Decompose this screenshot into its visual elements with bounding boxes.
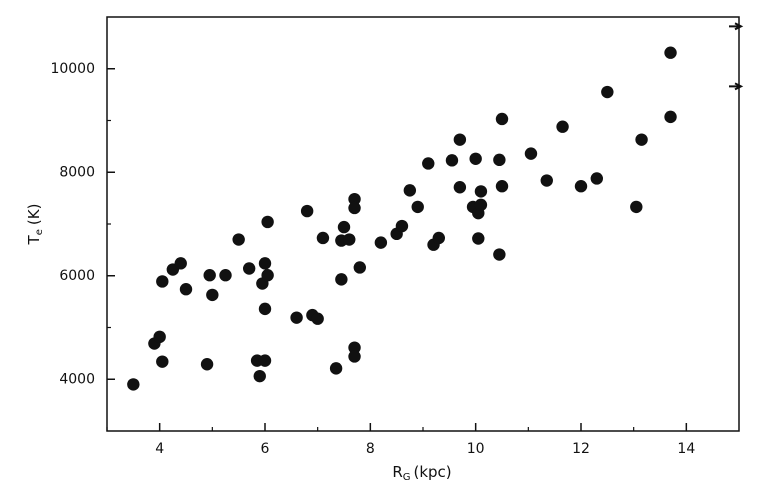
data-point [411, 200, 424, 214]
y-axis-label: Te (K) [25, 204, 46, 246]
data-point [156, 355, 169, 368]
data-point [590, 172, 603, 185]
data-point [335, 273, 348, 286]
y-label-sub: e [34, 229, 45, 235]
data-point [422, 157, 435, 170]
data-point [290, 311, 303, 324]
data-point [261, 269, 274, 282]
data-point [453, 181, 467, 194]
data-point [127, 378, 140, 391]
plot-frame [106, 16, 740, 432]
data-point [453, 133, 467, 146]
x-tick-label: 6 [261, 441, 270, 457]
data-point [635, 133, 648, 146]
data-point [206, 288, 219, 302]
data-point [524, 147, 538, 160]
data-point [664, 46, 677, 59]
x-axis-label: RG (kpc) [392, 463, 451, 484]
data-point [200, 358, 214, 371]
data-point [348, 192, 361, 206]
data-point [258, 354, 272, 367]
data-point [445, 154, 459, 167]
y-tick-label: 4000 [59, 371, 95, 387]
data-point [403, 184, 417, 197]
data-point [261, 215, 274, 229]
data-point [601, 85, 614, 99]
data-point [316, 231, 330, 245]
data-point [374, 236, 388, 249]
data-point [343, 233, 356, 246]
data-point [630, 200, 643, 214]
data-point [664, 110, 677, 124]
y-tick-label: 10000 [50, 61, 95, 77]
data-point [348, 201, 361, 215]
data-point [174, 257, 187, 270]
data-point [258, 302, 272, 316]
x-label-main: R [392, 463, 402, 481]
data-point [348, 350, 361, 363]
data-point [219, 269, 232, 282]
data-point [232, 233, 245, 246]
data-point [179, 283, 193, 296]
data-point [258, 257, 272, 270]
data-point [395, 219, 409, 233]
limit-arrow [729, 22, 744, 31]
data-point [243, 262, 256, 275]
data-point [329, 362, 343, 375]
data-point [495, 112, 509, 126]
data-point [153, 330, 166, 344]
data-point [474, 185, 488, 198]
y-tick-label: 8000 [59, 164, 95, 180]
x-tick-label: 14 [677, 441, 695, 457]
data-point [253, 369, 266, 383]
data-point [474, 198, 488, 212]
data-point [300, 204, 314, 218]
y-label-main: T [25, 234, 43, 245]
x-label-unit: (kpc) [414, 463, 452, 481]
data-point [203, 269, 216, 282]
data-point [469, 152, 482, 165]
limit-arrow [729, 82, 744, 91]
x-tick-label: 12 [572, 441, 590, 457]
data-point [311, 312, 324, 325]
data-point [472, 232, 485, 245]
x-tick-label: 8 [366, 441, 375, 457]
data-point [574, 180, 588, 193]
data-point [495, 180, 509, 193]
data-point [493, 153, 506, 167]
data-point [556, 120, 569, 133]
data-point [432, 231, 445, 245]
data-point [337, 220, 351, 234]
y-label-unit: (K) [25, 204, 43, 226]
data-point [156, 275, 169, 288]
x-label-sub: G [403, 472, 411, 483]
data-point [493, 248, 506, 261]
data-point [540, 174, 553, 187]
y-tick-label: 6000 [59, 268, 95, 284]
x-tick-label: 10 [467, 441, 485, 457]
data-point [348, 341, 361, 354]
data-point [353, 261, 366, 274]
x-tick-label: 4 [155, 441, 164, 457]
